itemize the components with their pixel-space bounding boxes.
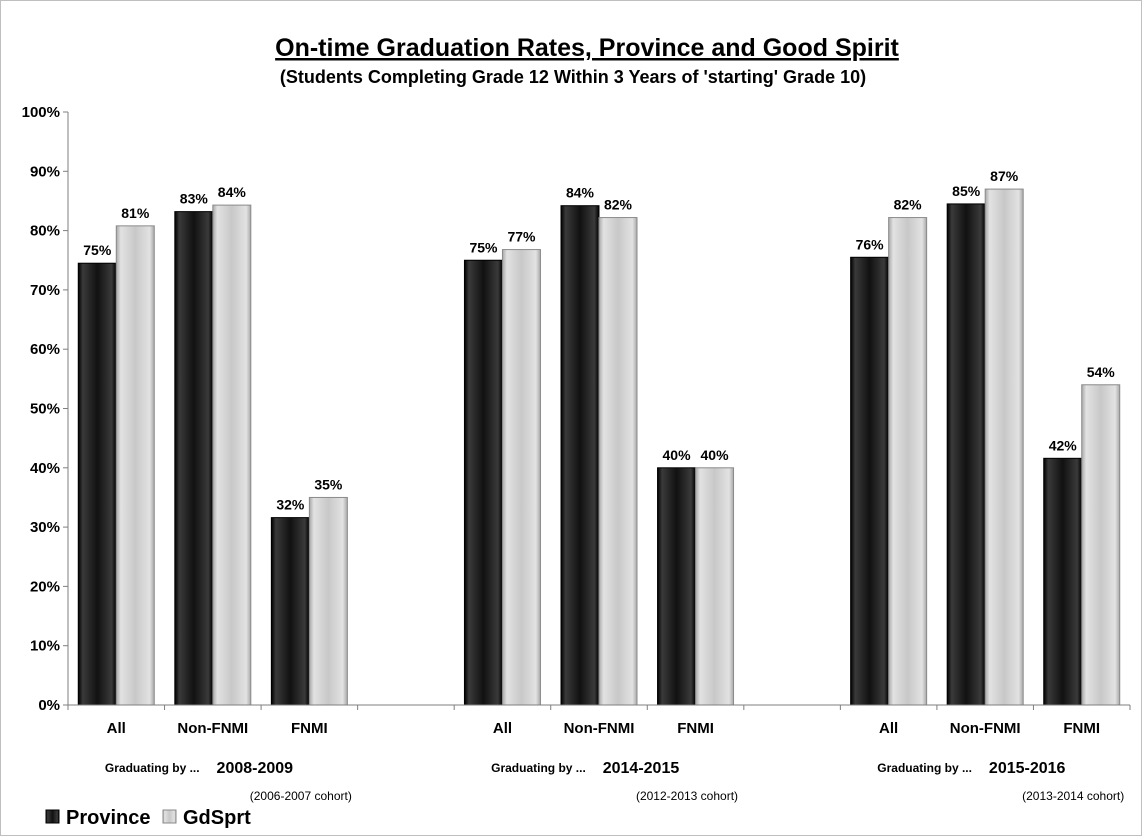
y-tick-label: 20% [30,578,60,595]
bar-province [850,256,890,706]
bars: 75% 81% 83% 84% 32% 35% 75% 77% 84% 82% 40% 40% 76% 8… [77,168,1121,706]
data-label: 82% [604,197,633,213]
data-label: 81% [121,205,150,221]
x-category-label: FNMI [1063,720,1100,737]
bar-province [270,517,310,706]
graduation-year: 2014-2015 [603,760,680,777]
data-label: 42% [1049,437,1078,453]
y-tick-label: 60% [30,341,60,358]
bar-gdsprt [598,217,638,706]
legend-swatch-province [45,809,60,824]
y-tick-label: 80% [30,223,60,240]
bar-gdsprt [212,204,252,706]
x-axis: All Non-FNMI FNMI Graduating by ... 2008-200… [67,704,1131,803]
data-label: 77% [507,229,536,245]
data-label: 40% [701,447,730,463]
data-label: 76% [856,236,885,252]
data-label: 75% [469,239,498,255]
graduating-by-label: Graduating by ... [491,761,586,775]
bar-province [174,211,214,706]
bar-gdsprt [501,249,541,706]
y-tick-label: 90% [30,163,60,180]
chart-subtitle: (Students Completing Grade 12 Within 3 Y… [280,67,866,87]
legend: Province GdSprt [45,807,251,829]
graduating-by-label: Graduating by ... [105,761,200,775]
data-label: 82% [894,197,923,213]
data-label: 85% [952,183,981,199]
bar-gdsprt [984,188,1024,706]
bar-gdsprt [115,225,155,706]
graduation-year: 2008-2009 [217,760,294,777]
bar-gdsprt [1081,384,1121,706]
x-category-label: FNMI [291,720,328,737]
graduation-year: 2015-2016 [989,760,1066,777]
cohort-label: (2006-2007 cohort) [250,789,352,803]
bar-province [1043,457,1083,706]
legend-label-gdsprt: GdSprt [183,807,251,829]
y-tick-label: 0% [38,697,60,714]
chart-title: On-time Graduation Rates, Province and G… [275,34,899,62]
data-label: 83% [180,191,209,207]
x-category-label: All [879,720,898,737]
data-label: 84% [218,184,247,200]
y-tick-label: 100% [22,104,60,121]
data-label: 40% [663,447,692,463]
x-category-label: Non-FNMI [950,720,1021,737]
data-label: 75% [83,242,112,258]
bar-province [77,262,117,706]
data-label: 32% [276,497,305,513]
data-label: 87% [990,168,1019,184]
y-axis: 0% 10% 20% 30% 40% 50% 60% 70% 80% 90% 100% [22,104,69,714]
cohort-label: (2012-2013 cohort) [636,789,738,803]
data-label: 54% [1087,364,1116,380]
legend-swatch-gdsprt [162,809,177,824]
x-category-label: Non-FNMI [177,720,248,737]
legend-label-province: Province [66,807,150,829]
bar-gdsprt [308,496,348,706]
x-category-label: All [493,720,512,737]
bar-gdsprt [695,467,735,706]
y-tick-label: 40% [30,460,60,477]
y-tick-label: 10% [30,638,60,655]
y-tick-label: 70% [30,282,60,299]
data-label: 35% [314,476,343,492]
data-label: 84% [566,185,595,201]
graduating-by-label: Graduating by ... [877,761,972,775]
bar-province [463,259,503,706]
bar-gdsprt [888,217,928,706]
x-category-label: Non-FNMI [564,720,635,737]
bar-province [946,203,986,706]
cohort-label: (2013-2014 cohort) [1022,789,1124,803]
bar-province [560,205,600,706]
x-category-label: FNMI [677,720,714,737]
bar-province [657,467,697,706]
y-tick-label: 50% [30,401,60,418]
x-category-label: All [107,720,126,737]
y-tick-label: 30% [30,519,60,536]
